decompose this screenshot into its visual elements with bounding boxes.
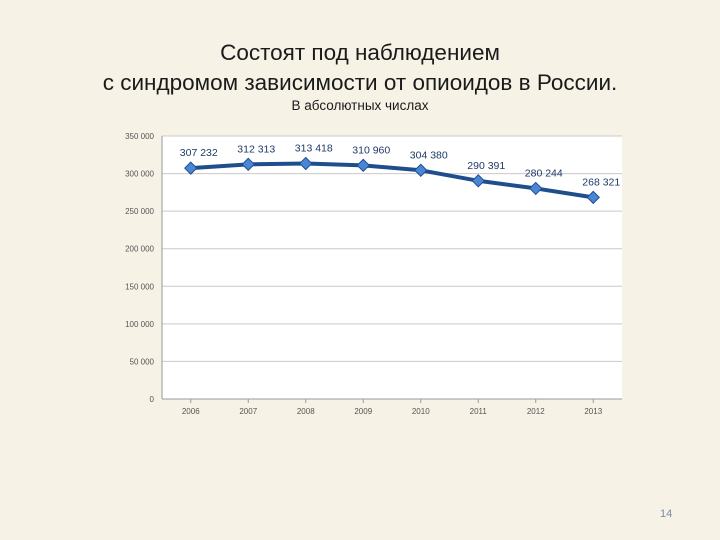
data-label: 268 321	[582, 176, 620, 188]
x-tick-label: 2007	[239, 407, 257, 416]
x-tick-label: 2013	[584, 407, 602, 416]
slide-title: Состоят под наблюдением с синдромом зави…	[0, 38, 720, 98]
data-point-marker	[586, 190, 600, 205]
y-tick-label: 150 000	[125, 282, 154, 291]
data-label: 312 313	[237, 143, 275, 155]
plot-area	[162, 136, 622, 399]
data-label: 280 244	[525, 167, 563, 179]
data-point-marker	[414, 163, 428, 177]
page-number: 14	[660, 508, 673, 520]
y-tick-label: 100 000	[125, 320, 154, 329]
y-tick-label: 300 000	[125, 170, 154, 179]
data-point-marker	[184, 161, 198, 175]
x-tick-label: 2009	[354, 407, 372, 416]
chart-subtitle: В абсолютных числах	[291, 98, 429, 113]
x-tick-label: 2011	[470, 407, 488, 416]
data-label: 307 232	[180, 147, 218, 159]
data-label: 290 391	[467, 160, 505, 172]
x-tick-label: 2012	[527, 407, 545, 416]
data-label: 313 418	[295, 142, 333, 154]
data-point-marker	[241, 157, 255, 172]
y-tick-label: 50 000	[130, 357, 155, 366]
x-tick-label: 2006	[182, 407, 200, 416]
data-point-marker	[471, 174, 485, 188]
data-point-marker	[299, 156, 313, 171]
y-tick-label: 250 000	[125, 207, 154, 216]
slide-title-line-1: Состоят под наблюдением	[220, 40, 500, 65]
slide-title-line-2: с синдромом зависимости от опиоидов в Ро…	[102, 70, 618, 95]
data-label: 304 380	[410, 149, 448, 161]
data-point-marker	[529, 181, 543, 196]
series-line	[190, 161, 594, 200]
y-tick-label: 200 000	[125, 245, 154, 254]
x-tick-label: 2010	[412, 407, 430, 416]
data-label: 310 960	[352, 144, 390, 156]
data-point-marker	[356, 158, 370, 173]
y-tick-label: 0	[150, 395, 155, 404]
x-tick-label: 2008	[297, 407, 315, 416]
y-tick-label: 350 000	[125, 132, 154, 141]
